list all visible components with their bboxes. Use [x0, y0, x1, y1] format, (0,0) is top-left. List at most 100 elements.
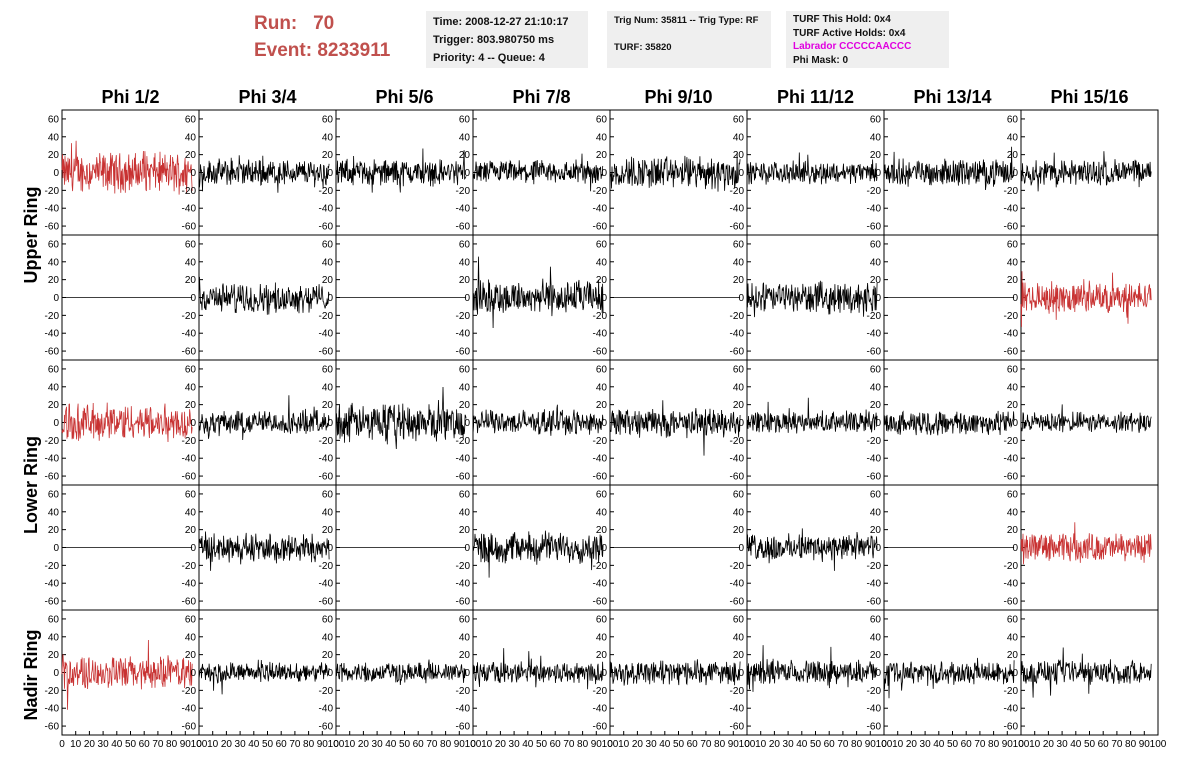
- y-tick-label: 20: [185, 525, 197, 536]
- y-tick-label: -40: [319, 204, 334, 215]
- x-tick-label: 80: [851, 739, 863, 750]
- y-tick-label: -40: [730, 454, 745, 465]
- y-tick-label: 60: [596, 364, 608, 375]
- y-tick-label: 40: [596, 507, 608, 518]
- y-tick-label: 40: [1007, 507, 1019, 518]
- waveform-trace: [198, 531, 330, 571]
- y-tick-label: -60: [456, 347, 471, 358]
- x-tick-label: 20: [769, 739, 781, 750]
- y-tick-label: 60: [48, 239, 60, 250]
- x-tick-label: 0: [196, 739, 202, 750]
- y-tick-label: 40: [322, 507, 334, 518]
- y-tick-label: 60: [1007, 614, 1019, 625]
- y-tick-label: 60: [1007, 239, 1019, 250]
- y-tick-label: 0: [464, 418, 470, 429]
- y-tick-label: -60: [593, 472, 608, 483]
- y-tick-label: 0: [190, 168, 196, 179]
- x-tick-label: 30: [98, 739, 110, 750]
- x-tick-label: 90: [317, 739, 329, 750]
- y-tick-label: -20: [1004, 311, 1019, 322]
- run-label: Run:: [254, 13, 298, 34]
- y-tick-label: 40: [870, 632, 882, 643]
- y-tick-label: -20: [593, 686, 608, 697]
- y-tick-label: -40: [867, 579, 882, 590]
- x-tick-label: 90: [728, 739, 740, 750]
- y-tick-label: 40: [48, 632, 60, 643]
- event-label: Event:: [254, 40, 313, 61]
- y-tick-label: 40: [459, 257, 471, 268]
- y-tick-label: 20: [48, 275, 60, 286]
- y-tick-label: -20: [45, 686, 60, 697]
- col-header-phi-3-4: Phi 3/4: [238, 87, 297, 107]
- x-tick-label: 70: [563, 739, 575, 750]
- y-tick-label: 20: [322, 525, 334, 536]
- y-tick-label: -20: [730, 686, 745, 697]
- y-tick-label: 60: [1007, 364, 1019, 375]
- y-tick-label: 20: [870, 275, 882, 286]
- y-tick-label: -20: [1004, 436, 1019, 447]
- y-tick-label: -60: [182, 222, 197, 233]
- x-tick-label: 30: [920, 739, 932, 750]
- y-tick-label: -40: [456, 204, 471, 215]
- x-tick-label: 50: [947, 739, 959, 750]
- y-tick-label: -60: [319, 472, 334, 483]
- x-tick-label: 20: [632, 739, 644, 750]
- waveform-trace: [746, 280, 878, 318]
- waveform-trace: [198, 395, 330, 441]
- y-tick-label: -60: [593, 347, 608, 358]
- trigger-text: Trigger: 803.980750 ms: [433, 34, 555, 46]
- waveform-trace: [198, 659, 330, 695]
- y-tick-label: 40: [48, 507, 60, 518]
- y-tick-label: 40: [596, 382, 608, 393]
- y-tick-label: 40: [48, 132, 60, 143]
- x-tick-label: 20: [906, 739, 918, 750]
- y-tick-label: 60: [459, 364, 471, 375]
- x-tick-label: 80: [577, 739, 589, 750]
- y-tick-label: -60: [182, 722, 197, 733]
- y-tick-label: 20: [596, 400, 608, 411]
- x-tick-label: 40: [1070, 739, 1082, 750]
- y-tick-label: -40: [1004, 704, 1019, 715]
- x-tick-label: 40: [522, 739, 534, 750]
- y-tick-label: 20: [48, 650, 60, 661]
- y-tick-label: 60: [48, 114, 60, 125]
- y-tick-label: 0: [738, 668, 744, 679]
- waveform-trace: [472, 648, 604, 690]
- y-tick-label: -20: [593, 311, 608, 322]
- y-tick-label: 40: [459, 132, 471, 143]
- y-tick-label: 40: [1007, 257, 1019, 268]
- y-tick-label: 20: [596, 275, 608, 286]
- x-tick-label: 60: [550, 739, 562, 750]
- y-tick-label: 40: [733, 507, 745, 518]
- y-tick-label: 0: [53, 293, 59, 304]
- y-tick-label: -60: [730, 597, 745, 608]
- y-tick-label: 0: [1012, 668, 1018, 679]
- y-tick-label: 0: [464, 293, 470, 304]
- x-tick-label: 10: [1029, 739, 1041, 750]
- y-tick-label: -20: [593, 561, 608, 572]
- y-tick-label: -60: [456, 222, 471, 233]
- waveform-trace: [472, 256, 604, 329]
- y-tick-label: -60: [1004, 597, 1019, 608]
- turf-active-holds-text: TURF Active Holds: 0x4: [793, 27, 906, 39]
- x-tick-label: 30: [1057, 739, 1069, 750]
- y-tick-label: 60: [870, 614, 882, 625]
- x-tick-label: 10: [892, 739, 904, 750]
- waveform-trace: [746, 152, 878, 185]
- y-tick-label: -20: [319, 186, 334, 197]
- y-tick-label: -20: [593, 436, 608, 447]
- waveform-trace: [1020, 151, 1152, 192]
- y-tick-label: 0: [601, 168, 607, 179]
- waveform-trace: [335, 386, 467, 450]
- y-tick-label: -60: [867, 347, 882, 358]
- y-tick-label: 40: [870, 382, 882, 393]
- x-tick-label: 80: [1125, 739, 1137, 750]
- y-tick-label: -60: [45, 722, 60, 733]
- x-tick-label: 10: [344, 739, 356, 750]
- y-tick-label: 60: [733, 114, 745, 125]
- x-tick-label: 40: [933, 739, 945, 750]
- col-header-phi-5-6: Phi 5/6: [375, 87, 434, 107]
- y-tick-label: -20: [867, 186, 882, 197]
- y-tick-label: 40: [870, 132, 882, 143]
- x-tick-label: 70: [1111, 739, 1123, 750]
